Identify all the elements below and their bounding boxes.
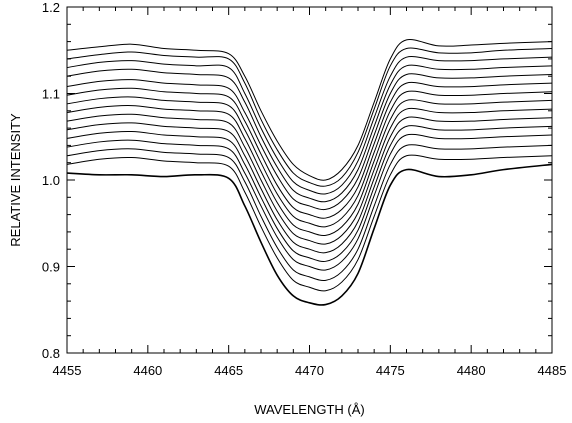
series-layer: [66, 38, 553, 306]
x-tick-label: 4480: [457, 363, 486, 378]
spectrum-line-14: [66, 154, 553, 292]
y-tick-label: 1.0: [42, 173, 60, 188]
y-tick-label: 1.2: [42, 0, 60, 15]
x-axis-title: WAVELENGTH (Å): [254, 402, 365, 417]
x-tick-label: 4485: [538, 363, 567, 378]
ticks-layer: [66, 6, 553, 354]
spectrum-line-3: [66, 56, 553, 195]
spectrum-line-15: [66, 163, 553, 306]
spectrum-line-2: [66, 47, 553, 187]
y-tick-label: 0.8: [42, 346, 60, 361]
spectrum-line-12: [66, 133, 553, 271]
y-tick-label: 1.1: [42, 87, 60, 102]
x-tick-label: 4465: [214, 363, 243, 378]
spectrum-line-1: [66, 38, 553, 181]
x-tick-label: 4455: [53, 363, 82, 378]
y-axis-title: RELATIVE INTENSITY: [8, 113, 23, 247]
spectrum-line-13: [66, 144, 553, 282]
y-tick-label: 0.9: [42, 260, 60, 275]
spectrum-line-9: [66, 107, 553, 245]
spectrum-line-10: [66, 116, 553, 254]
x-tick-label: 4475: [376, 363, 405, 378]
spectrum-line-8: [66, 99, 553, 237]
spectrum-line-11: [66, 125, 553, 262]
spectrum-line-7: [66, 90, 553, 228]
tick-labels-layer: 4455 4460 4465 4470 4475 4480 4485 0.8 0.9 1.0 1.1…: [42, 0, 567, 378]
x-tick-label: 4470: [295, 363, 324, 378]
x-tick-label: 4460: [133, 363, 162, 378]
spectrum-line-6: [66, 81, 553, 219]
spectrum-line-5: [66, 73, 553, 211]
spectrum-line-4: [66, 64, 553, 203]
plot-frame: [66, 6, 553, 354]
